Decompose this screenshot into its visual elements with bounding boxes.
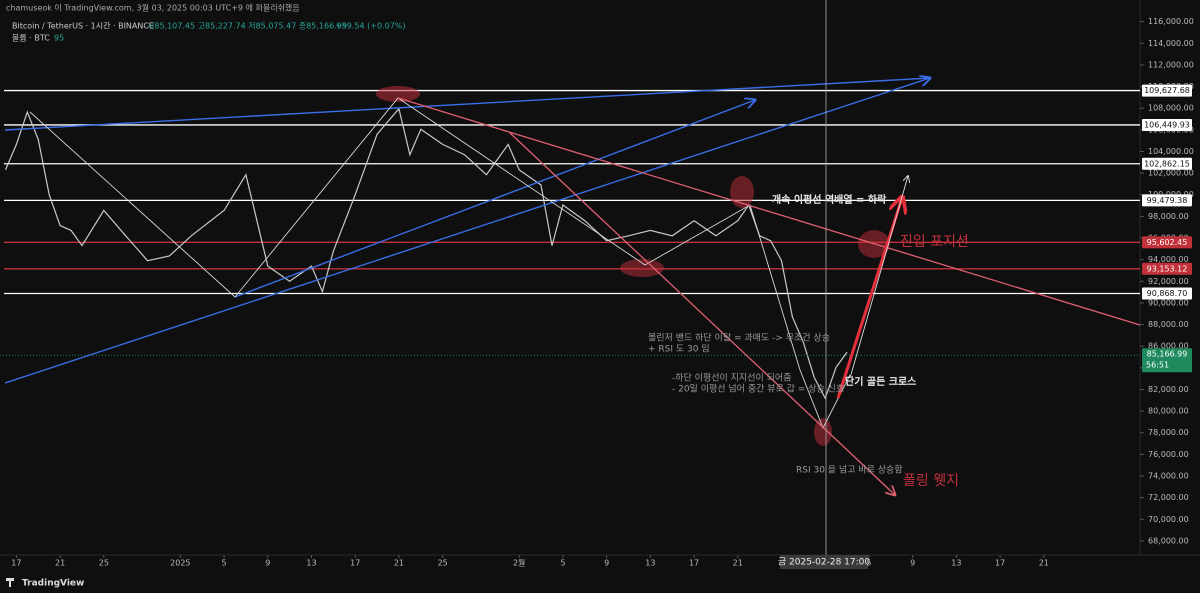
highlight	[376, 86, 420, 102]
level-label-bg	[1142, 157, 1192, 170]
y-tick-label: 74,000.00	[1148, 472, 1189, 481]
trend-line	[234, 100, 755, 298]
trend-line	[4, 77, 931, 131]
annotation: 단기 골든 크로스	[845, 375, 916, 388]
x-tick-label: 5	[560, 559, 565, 568]
annotation: 폴링 웻지	[903, 473, 959, 489]
y-tick-label: 114,000.00	[1148, 39, 1194, 48]
annotation: -하단 이평선이 지지선이 되어줌	[672, 373, 791, 384]
x-tick-label: 17	[350, 559, 360, 568]
y-tick-label: 116,000.00	[1148, 17, 1194, 26]
highlight	[730, 176, 754, 208]
logo	[6, 578, 14, 587]
wedge-line	[509, 132, 895, 495]
y-tick-label: 76,000.00	[1148, 450, 1189, 459]
ohlc: 시85,107.45 고85,227.74 저85,075.47 종85,166…	[147, 22, 347, 31]
trend-line	[4, 78, 930, 384]
y-tick-label: 88,000.00	[1148, 320, 1189, 329]
crosshair-label-bg	[780, 555, 868, 569]
y-tick-label: 98,000.00	[1148, 212, 1189, 221]
annotation: - 20일 이평선 넘어 중간 뷰로 갑 = 상승 신호	[672, 383, 844, 395]
x-tick-label: 25	[438, 559, 448, 568]
annotation: 개속 이평선 역배열 = 하락	[772, 193, 887, 206]
projection-arrow	[849, 176, 908, 379]
level-label-bg	[1142, 84, 1192, 97]
x-tick-label: 21	[55, 559, 65, 568]
y-tick-label: 92,000.00	[1148, 277, 1189, 286]
y-tick-label: 78,000.00	[1148, 428, 1189, 437]
level-label-bg	[1142, 118, 1192, 131]
countdown: 56:51	[1146, 361, 1169, 370]
y-tick-label: 68,000.00	[1148, 536, 1189, 545]
level-label-bg	[1142, 287, 1192, 300]
brand: TradingView	[22, 579, 84, 589]
y-tick-label: 90,000.00	[1148, 298, 1189, 307]
entry-arrow	[836, 198, 902, 399]
x-tick-label: 9	[265, 559, 270, 568]
x-tick-label: 2025	[170, 559, 190, 568]
volume-label: 볼륨 · BTC	[12, 33, 50, 43]
level-label: 90,868.70	[1147, 289, 1188, 298]
last-price-bg	[1142, 348, 1192, 373]
wedge-line	[397, 97, 1141, 326]
y-tick-label: 72,000.00	[1148, 493, 1189, 502]
x-tick-label: 25	[99, 559, 109, 568]
y-tick-label: 80,000.00	[1148, 407, 1189, 416]
y-tick-label: 82,000.00	[1148, 385, 1189, 394]
level-label-bg	[1142, 194, 1192, 207]
x-tick-label: 21	[733, 559, 743, 568]
level-label: 99,479.38	[1147, 196, 1188, 205]
x-tick-label: 9	[910, 559, 915, 568]
drawings: 개속 이평선 역배열 = 하락 진입 포지션 볼린저 밴드 하단 이탈 = 과매…	[4, 0, 1141, 555]
y-tick-label: 108,000.00	[1148, 104, 1194, 113]
x-tick-label: 21	[394, 559, 404, 568]
x-tick-label: 17	[995, 559, 1005, 568]
x-tick-label: 21	[1039, 559, 1049, 568]
level-label: 109,627.68	[1144, 86, 1190, 95]
wave-line	[29, 97, 851, 430]
crosshair-label: 금 2025-02-28 17:00	[778, 557, 871, 568]
highlight	[620, 259, 664, 277]
volume-value: 95	[54, 34, 64, 43]
level-label-bg	[1142, 236, 1192, 249]
level-label: 106,449.93	[1144, 120, 1190, 129]
x-tick-label: 13	[951, 559, 961, 568]
last-price-label: 85,166.99	[1147, 350, 1188, 359]
x-tick-label: 5	[222, 559, 227, 568]
level-label-bg	[1142, 262, 1192, 275]
y-tick-label: 70,000.00	[1148, 515, 1189, 524]
x-tick-label: 9	[604, 559, 609, 568]
x-tick-label: 17	[689, 559, 699, 568]
change: +59.54 (+0.07%)	[335, 22, 406, 31]
annotation: + RSI 도 30 임	[648, 343, 710, 355]
annotation: 볼린저 밴드 하단 이탈 = 과매도 -> 무조건 상승	[648, 333, 830, 344]
x-tick-label: 13	[306, 559, 316, 568]
y-tick-label: 102,000.00	[1148, 169, 1194, 178]
x-tick-label: 17	[11, 559, 21, 568]
y-tick-label: 104,000.00	[1148, 147, 1194, 156]
level-label: 93,153.12	[1147, 264, 1188, 273]
level-label: 95,602.45	[1147, 238, 1188, 247]
y-tick-label: 86,000.00	[1148, 342, 1189, 351]
y-tick-label: 94,000.00	[1148, 255, 1189, 264]
annotation: 진입 포지션	[900, 234, 969, 250]
symbol: Bitcoin / TetherUS · 1시간 · BINANCE	[12, 21, 154, 31]
x-tick-label: 13	[645, 559, 655, 568]
annotation: RSI 30 을 넘고 바로 상승함	[796, 465, 903, 476]
publish-info: chamuseok 이 TradingView.com, 3월 03, 2025…	[6, 3, 300, 13]
highlight	[814, 418, 832, 446]
y-tick-label: 112,000.00	[1148, 60, 1194, 69]
level-label: 102,862.15	[1144, 159, 1190, 168]
x-tick-label: 2월	[513, 558, 525, 568]
x-tick-label: 5	[866, 559, 871, 568]
